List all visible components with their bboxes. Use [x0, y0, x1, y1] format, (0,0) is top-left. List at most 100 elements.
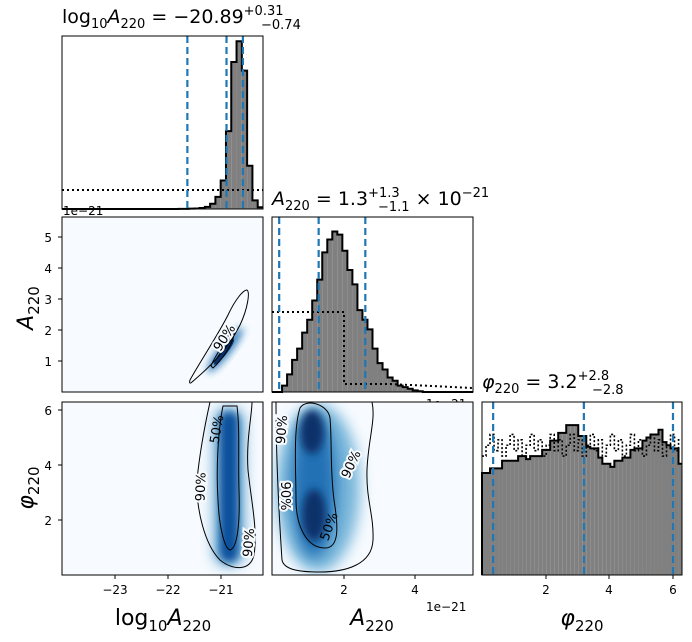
A220-phi220-label-90b: 90%: [277, 482, 292, 511]
xtick-phi220-6: 6: [669, 583, 677, 597]
A220-phi220-label-90a: 90%: [274, 415, 291, 445]
log10A220-bar: [236, 41, 242, 209]
phi220-bar: [578, 435, 583, 575]
phi220-bar: [650, 434, 655, 575]
log10A220-histogram: [62, 40, 263, 210]
log10A220-bar: [252, 200, 258, 209]
A220-bar: [407, 388, 413, 392]
log10A220-marginal-frame: [61, 35, 264, 210]
phi220-bar: [594, 448, 599, 575]
phi220-bar: [566, 425, 571, 575]
xtick-m23: −23: [102, 583, 127, 597]
phi220-bar: [558, 432, 563, 575]
phi220-bar: [498, 468, 503, 575]
A220-bar: [402, 387, 408, 392]
phi220-bar: [598, 457, 603, 575]
A220-bar: [312, 300, 318, 392]
A220-marginal-title: A220 = 1.3+1.3 −1.1 × 10−21: [270, 180, 489, 215]
phi220-bar: [522, 456, 527, 575]
log10A220-x-axis-label: log10A220: [115, 606, 211, 635]
A220-bar: [377, 363, 383, 392]
phi220-bar: [638, 448, 643, 575]
phi220-prior-outline: [482, 433, 682, 457]
phi220-bar: [670, 448, 675, 575]
phi220-quantile-lines: [492, 402, 675, 575]
A220-bar: [317, 279, 323, 392]
log10A220-phi220-label-90b: 90%: [241, 528, 258, 558]
log10A220-bar: [231, 61, 237, 210]
log10A220-bar: [241, 70, 248, 209]
log10A220-bar: [220, 180, 226, 209]
ytick-phi220-4: 4: [44, 459, 52, 473]
log10A220-A220-frame: [61, 216, 264, 393]
A220-bar: [392, 380, 398, 392]
panel-2d-log10A220-phi220: 50% 90% 90% 2 4 6 φ220 −23 −22 −21 log10…: [14, 401, 264, 635]
ytick-A220-4: 4: [44, 262, 52, 276]
A220-quantile-lines: [278, 217, 367, 392]
phi220-bar: [570, 425, 575, 575]
xtick-phi220-2: 2: [542, 583, 550, 597]
log10A220-bar: [210, 203, 216, 209]
phi220-bar: [490, 468, 495, 575]
A220-bar: [372, 348, 378, 392]
A220-phi220-density-peak: [300, 410, 324, 454]
log10A220-bar: [225, 131, 232, 209]
A220-bar: [307, 319, 313, 392]
xtick-m21: −21: [208, 583, 233, 597]
A220-bar: [322, 252, 328, 392]
phi220-bar: [526, 459, 531, 575]
phi220-bar: [586, 446, 591, 575]
phi220-bar: [554, 440, 559, 575]
phi220-bar: [606, 463, 611, 575]
phi220-bar: [630, 449, 635, 575]
phi220-bar: [646, 437, 651, 575]
log10A220-A220-density-core: [213, 339, 235, 365]
log10A220-quantile-lines: [186, 36, 244, 209]
ytick-A220-1: 1: [44, 355, 52, 369]
phi220-bar: [678, 463, 682, 575]
A220-bar: [327, 239, 333, 392]
log10A220-bar: [215, 196, 221, 209]
panel-marginal-log10A220: 1e−21 log10A220 = −20.89+0.31 −0.74: [61, 0, 301, 218]
A220-bar: [292, 359, 298, 392]
A220-bar: [287, 374, 293, 392]
log10A220-bar: [247, 165, 253, 209]
phi220-bar: [506, 460, 511, 575]
phi220-bar: [654, 434, 659, 575]
phi220-marginal-frame: [481, 401, 683, 576]
A220-phi220-contour-50: [294, 402, 338, 549]
phi220-marginal-title: φ220 = 3.2+2.8 −2.8: [482, 363, 624, 398]
phi220-bar: [590, 448, 595, 575]
A220-outline: [272, 230, 473, 393]
panel-marginal-A220: 1e−21 A220 = 1.3+1.3 −1.1 × 10−21: [270, 180, 489, 411]
xtick-A220-4: 4: [411, 583, 419, 597]
phi220-bar: [602, 463, 607, 575]
xtick-A220-2: 2: [340, 583, 348, 597]
phi220-bar: [618, 460, 623, 575]
log10A220-offset-text: 1e−21: [63, 204, 103, 218]
A220-marginal-frame: [271, 216, 474, 393]
phi220-bar: [542, 449, 547, 575]
A220-phi220-frame: [271, 401, 474, 576]
phi220-bar: [538, 456, 543, 575]
phi220-bar: [502, 460, 507, 575]
log10A220-phi220-contour-50: [216, 405, 240, 551]
panel-marginal-phi220: 2 4 6 φ220 φ220 = 3.2+2.8 −2.8: [481, 363, 683, 635]
A220-bar: [382, 369, 388, 392]
phi220-y-ticks: 2 4 6: [44, 404, 62, 528]
panel-2d-log10A220-A220: 90% 1 2 3 4 5 A220: [14, 216, 264, 393]
log10A220-phi220-label-90a: 90%: [194, 472, 210, 501]
phi220-bar: [574, 425, 579, 575]
A220-bar: [397, 385, 403, 392]
phi220-bar: [530, 456, 535, 575]
A220-bar: [332, 231, 338, 392]
ytick-A220-3: 3: [44, 293, 52, 307]
log10A220-marginal-title: log10A220 = −20.89+0.31 −0.74: [62, 0, 301, 33]
A220-bar: [337, 234, 343, 392]
phi220-bar: [550, 440, 555, 575]
phi220-bar: [494, 468, 499, 575]
phi220-bar: [546, 449, 551, 575]
phi220-x-axis-label: φ220: [560, 606, 603, 635]
phi220-bar: [610, 466, 615, 575]
phi220-bar: [486, 473, 491, 575]
